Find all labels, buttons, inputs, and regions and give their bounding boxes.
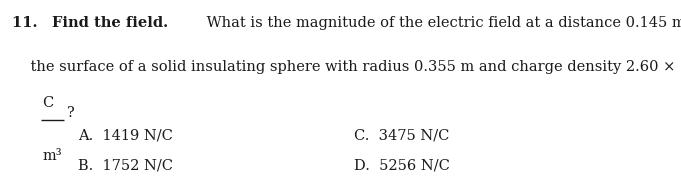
Text: D.  5256 N/C: D. 5256 N/C [354, 158, 450, 172]
Text: ?: ? [66, 106, 74, 120]
Text: B.  1752 N/C: B. 1752 N/C [78, 158, 174, 172]
Text: 11.: 11. [12, 16, 43, 30]
Text: the surface of a solid insulating sphere with radius 0.355 m and charge density : the surface of a solid insulating sphere… [12, 60, 681, 74]
Text: What is the magnitude of the electric field at a distance 0.145 m away from: What is the magnitude of the electric fi… [202, 16, 681, 30]
Text: Find the field.: Find the field. [52, 16, 168, 30]
Text: C.  3475 N/C: C. 3475 N/C [354, 128, 449, 142]
Text: C: C [42, 96, 54, 110]
Text: A.  1419 N/C: A. 1419 N/C [78, 128, 173, 142]
Text: m³: m³ [42, 149, 62, 163]
